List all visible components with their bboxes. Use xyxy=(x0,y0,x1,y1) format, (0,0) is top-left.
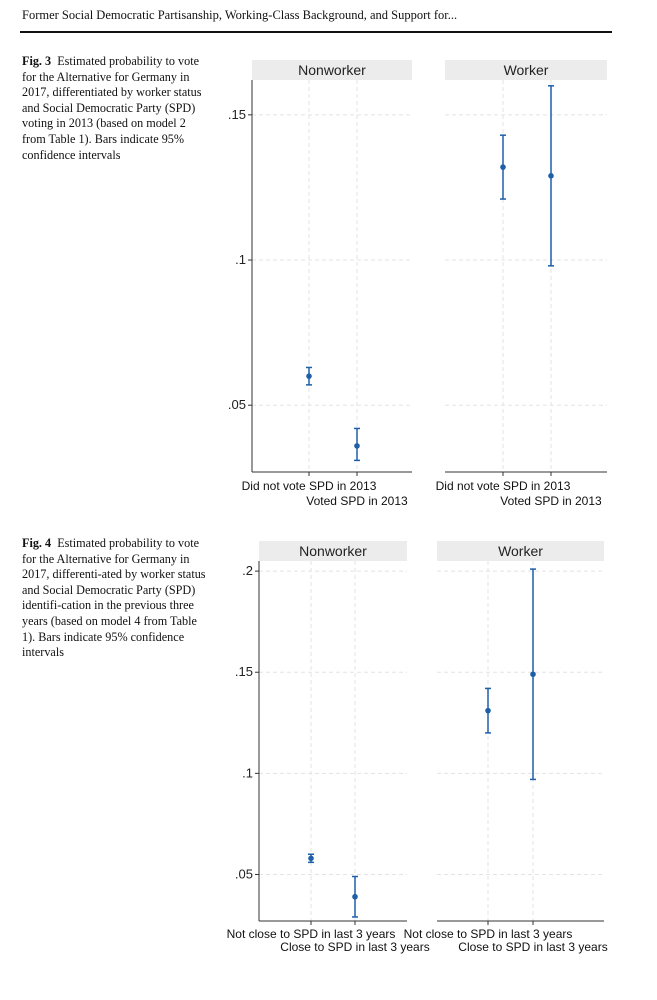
running-header: Former Social Democratic Partisanship, W… xyxy=(22,8,458,22)
fig4-xtick-label-0-0: Not close to SPD in last 3 years xyxy=(227,927,396,941)
fig3-xtick-label-1-1: Voted SPD in 2013 xyxy=(500,494,602,508)
fig3-point-0-0 xyxy=(306,373,312,379)
fig4-label: Fig. 4 xyxy=(22,536,52,550)
fig4-xtick-label-0-1: Close to SPD in last 3 years xyxy=(280,940,429,954)
fig3-ytick-label-0: .05 xyxy=(228,397,246,412)
fig3-strip-1 xyxy=(445,60,607,80)
fig4-xtick-label-1-1: Close to SPD in last 3 years xyxy=(458,940,607,954)
fig4-panel-title-1: Worker xyxy=(498,543,543,559)
fig4-strip-1 xyxy=(437,541,604,561)
fig3-ytick-label-2: .15 xyxy=(228,107,246,122)
fig3-caption-text: Estimated probability to vote for the Al… xyxy=(22,54,202,162)
fig3-xtick-label-0-0: Did not vote SPD in 2013 xyxy=(242,479,377,493)
fig3-ytick-label-1: .1 xyxy=(235,252,246,267)
fig4-point-0-0 xyxy=(308,855,314,862)
fig3-xtick-label-1-0: Did not vote SPD in 2013 xyxy=(436,479,571,493)
fig3-point-1-0 xyxy=(500,164,506,170)
fig3-panel-title-0: Nonworker xyxy=(298,62,366,78)
fig4-ytick-label-1: .1 xyxy=(242,765,253,780)
fig4-point-1-1 xyxy=(530,671,536,678)
fig4-caption-text: Estimated probability to vote for the Al… xyxy=(22,536,206,660)
fig3-label: Fig. 3 xyxy=(22,54,52,68)
header-rule xyxy=(20,31,612,33)
fig3-strip-0 xyxy=(252,60,412,80)
fig4-point-1-0 xyxy=(485,707,491,714)
fig3-point-0-1 xyxy=(354,443,360,449)
fig4-ytick-label-3: .2 xyxy=(242,563,253,578)
fig4-caption: Fig. 4 Estimated probability to vote for… xyxy=(22,536,207,661)
fig4-panel-title-0: Nonworker xyxy=(299,543,367,559)
fig4-strip-0 xyxy=(259,541,407,561)
fig4-xtick-label-1-0: Not close to SPD in last 3 years xyxy=(404,927,573,941)
fig4-ytick-label-2: .15 xyxy=(235,664,253,679)
fig3-point-1-1 xyxy=(548,173,554,179)
fig3-xtick-label-0-1: Voted SPD in 2013 xyxy=(306,494,408,508)
fig3-panel-title-1: Worker xyxy=(504,62,549,78)
fig3-caption: Fig. 3 Estimated probability to vote for… xyxy=(22,54,207,163)
fig4-ytick-label-0: .05 xyxy=(235,866,253,881)
fig4-point-0-1 xyxy=(352,893,358,900)
